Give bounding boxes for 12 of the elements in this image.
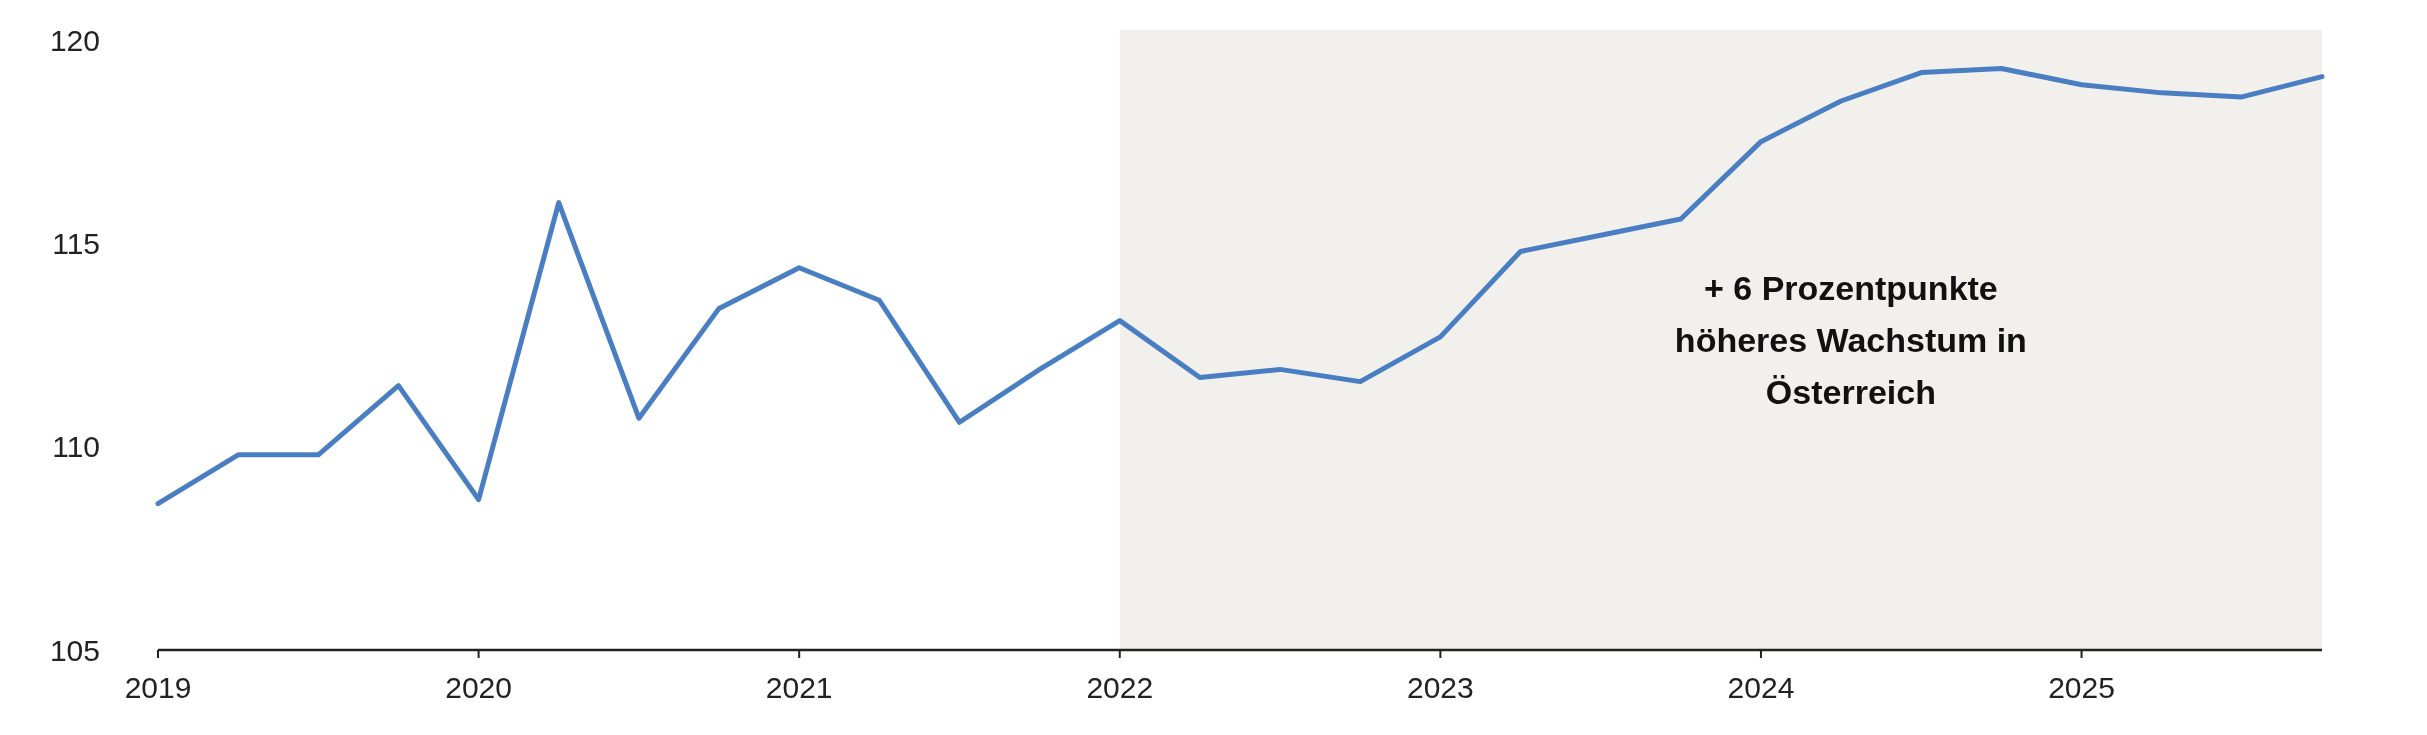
y-tick-label: 120 — [49, 23, 100, 57]
y-tick-label: 115 — [52, 226, 100, 260]
y-tick-label: 110 — [52, 430, 100, 464]
x-tick-label: 2025 — [2048, 671, 2115, 704]
x-tick-label: 2024 — [1727, 671, 1795, 704]
x-tick-label: 2023 — [1407, 671, 1474, 704]
x-tick-label: 2020 — [445, 671, 512, 704]
x-tick-label: 2021 — [765, 671, 833, 704]
y-tick-label: 105 — [49, 633, 100, 667]
annotation: + 6 Prozentpunkte höheres Wachstum in Österreich — [1674, 269, 2027, 411]
x-tick-label: 2022 — [1086, 671, 1154, 704]
x-tick-label: 2019 — [124, 671, 192, 704]
